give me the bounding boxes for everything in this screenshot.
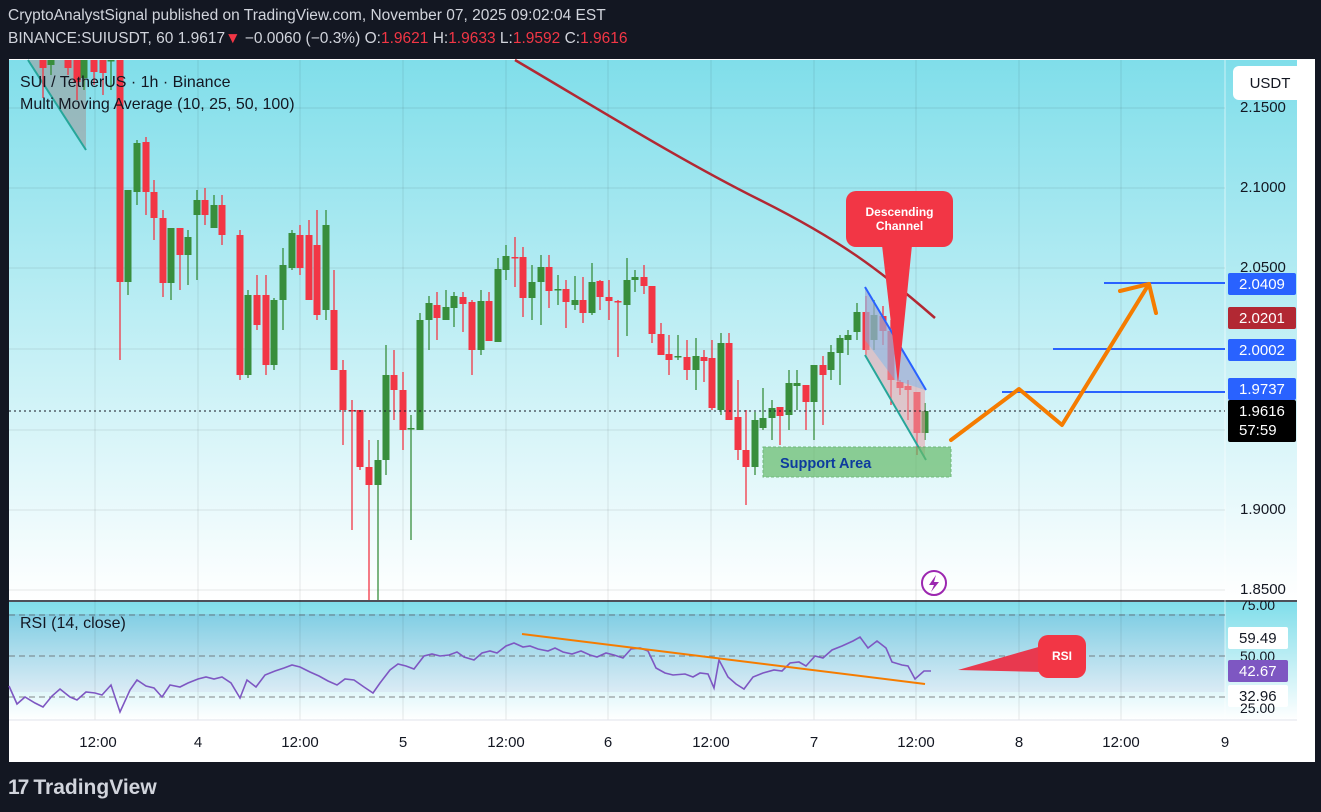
time-tick: 9 xyxy=(1220,734,1230,751)
time-tick: 12:00 xyxy=(1102,734,1140,751)
lightning-icon[interactable] xyxy=(921,570,947,596)
time-tick: 12:00 xyxy=(897,734,935,751)
current-price: 1.9616 xyxy=(1239,403,1285,420)
time-tick: 6 xyxy=(603,734,613,751)
time-axis xyxy=(9,720,1297,762)
projection-arrow xyxy=(949,282,1151,442)
support-area xyxy=(762,446,952,478)
chart-legend: SUI / TetherUS · 1h · Binance Multi Movi… xyxy=(20,72,295,116)
high-value: 1.9633 xyxy=(448,30,496,47)
price-tick: 2.1000 xyxy=(1240,179,1286,196)
time-tick: 4 xyxy=(193,734,203,751)
time-tick: 7 xyxy=(809,734,819,751)
target-price-tag-3: 2.0409 xyxy=(1228,273,1296,295)
rsi-tick: 25.00 xyxy=(1240,700,1276,716)
currency-button[interactable]: USDT xyxy=(1233,66,1307,100)
rsi-marker-upper: 59.49 xyxy=(1228,627,1288,649)
descending-channel-callout[interactable]: Descending Channel xyxy=(846,191,953,247)
target-price-tag-2: 2.0002 xyxy=(1228,339,1296,361)
time-tick: 12:00 xyxy=(487,734,525,751)
moving-average-line xyxy=(514,58,936,319)
time-tick: 12:00 xyxy=(281,734,319,751)
bar-countdown: 57:59 xyxy=(1239,422,1277,439)
price-pane xyxy=(9,60,1225,600)
publisher-line: CryptoAnalystSignal published on Trading… xyxy=(8,7,606,24)
price-tick: 2.1500 xyxy=(1240,99,1286,116)
price-change: −0.0060 (−0.3%) xyxy=(244,30,361,47)
indicator-title[interactable]: Multi Moving Average (10, 25, 50, 100) xyxy=(20,96,295,113)
tradingview-logo-icon: 17 xyxy=(8,776,29,799)
time-tick: 12:00 xyxy=(79,734,117,751)
time-tick: 8 xyxy=(1014,734,1024,751)
support-area-label: Support Area xyxy=(780,456,872,472)
brand-name: TradingView xyxy=(33,776,157,799)
target-price-tag-1: 1.9737 xyxy=(1228,378,1296,400)
tradingview-logo[interactable]: 17 TradingView xyxy=(8,776,157,800)
symbol-line: BINANCE:SUIUSDT, 60 1.9617▼ −0.0060 (−0.… xyxy=(8,30,628,47)
rsi-trendline xyxy=(521,633,926,685)
chart-header: CryptoAnalystSignal published on Trading… xyxy=(8,4,628,50)
low-value: 1.9592 xyxy=(512,30,561,47)
rsi-tick: 75.00 xyxy=(1240,597,1276,613)
rsi-marker-lower: 32.96 xyxy=(1228,685,1288,707)
price-tick: 2.0500 xyxy=(1240,259,1286,276)
symbol-title: SUI / TetherUS · 1h · Binance xyxy=(20,74,231,91)
price-axis-area xyxy=(1225,60,1297,600)
close-value: 1.9616 xyxy=(580,30,628,47)
open-value: 1.9621 xyxy=(380,30,429,47)
rsi-callout[interactable]: RSI xyxy=(1038,635,1086,678)
time-tick: 5 xyxy=(398,734,408,751)
grid xyxy=(9,60,1225,720)
ma-price-tag: 2.0201 xyxy=(1228,307,1296,329)
symbol: BINANCE:SUIUSDT, 60 xyxy=(8,30,174,47)
current-price-tag: 1.9616 57:59 xyxy=(1228,400,1296,442)
price-tick: 1.8500 xyxy=(1240,581,1286,598)
rsi-line xyxy=(8,635,931,715)
rsi-current-tag: 42.67 xyxy=(1228,660,1288,682)
price-tick: 1.9000 xyxy=(1240,501,1286,518)
time-tick: 12:00 xyxy=(692,734,730,751)
last-price: 1.9617 xyxy=(177,30,226,47)
down-arrow-icon: ▼ xyxy=(225,30,241,47)
rsi-title[interactable]: RSI (14, close) xyxy=(20,615,126,632)
